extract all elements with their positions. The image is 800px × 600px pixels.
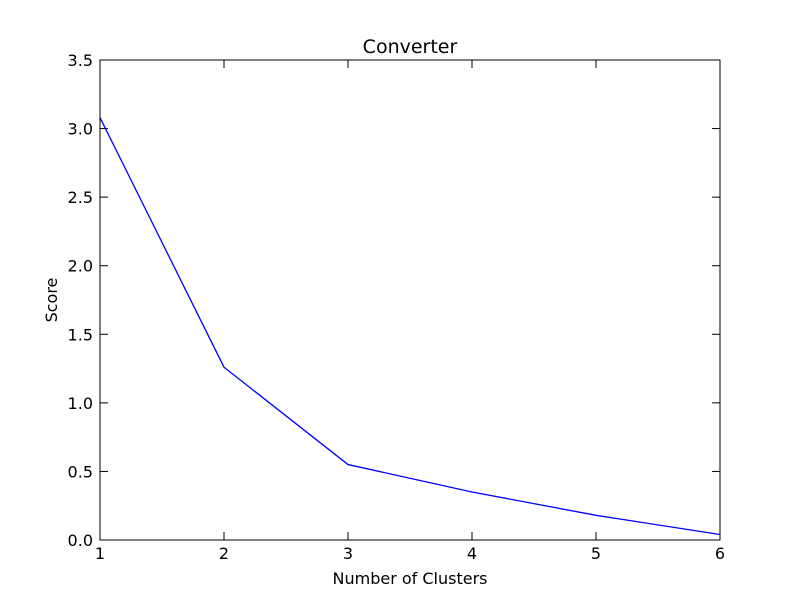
y-tick-label: 1.0 (68, 394, 93, 413)
x-tick-label: 4 (467, 544, 477, 563)
x-tick-label: 3 (343, 544, 353, 563)
x-tick-label: 5 (591, 544, 601, 563)
y-tick-label: 1.5 (68, 325, 93, 344)
x-tick-label: 6 (715, 544, 725, 563)
y-tick-label: 2.0 (68, 257, 93, 276)
plot-frame (99, 59, 721, 541)
x-axis-label: Number of Clusters (333, 569, 488, 588)
x-tick-labels: 1 2 3 4 5 6 (95, 544, 725, 563)
y-tick-labels: 0.0 0.5 1.0 1.5 2.0 2.5 3.0 3.5 (68, 51, 93, 550)
series-line (99, 117, 721, 536)
x-tick-label: 1 (95, 544, 105, 563)
y-axis-label: Score (42, 278, 61, 323)
y-tick-label: 3.5 (68, 51, 93, 70)
y-tick-label: 0.0 (68, 531, 93, 550)
y-tick-label: 3.0 (68, 120, 93, 139)
series-layer (99, 117, 721, 536)
y-tick-label: 2.5 (68, 188, 93, 207)
y-tick-label: 0.5 (68, 462, 93, 481)
plot-area (100, 60, 720, 540)
x-tick-label: 2 (219, 544, 229, 563)
chart-title: Converter (363, 36, 458, 58)
